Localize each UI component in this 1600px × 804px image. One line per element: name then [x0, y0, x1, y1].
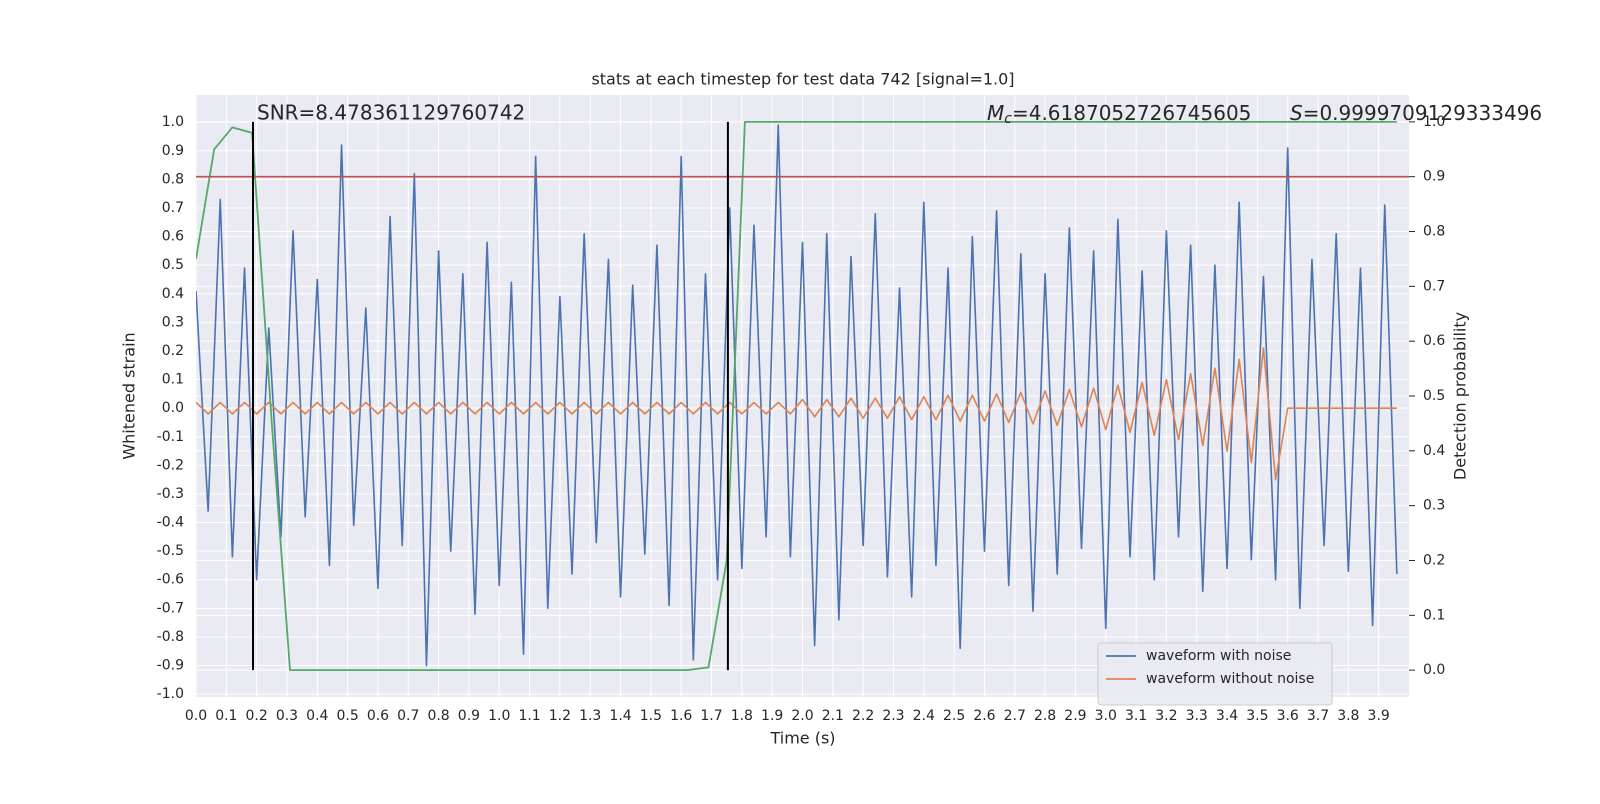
- snr-annotation: SNR=8.478361129760742: [257, 101, 525, 125]
- y-tick-label: -0.7: [157, 600, 184, 616]
- y-tick-label: -0.2: [157, 457, 184, 473]
- x-tick-label: 0.8: [427, 708, 449, 724]
- y2-tick-label: 0.3: [1423, 498, 1445, 514]
- y-tick-label: 0.2: [162, 343, 184, 359]
- s-value: =0.9999709129333496: [1303, 101, 1542, 125]
- x-tick-label: 1.7: [700, 708, 722, 724]
- legend-box: [1097, 642, 1333, 706]
- y-tick-label: -0.3: [157, 486, 184, 502]
- y-tick-label: -1.0: [157, 686, 184, 702]
- x-tick-label: 1.9: [761, 708, 783, 724]
- x-tick-label: 1.4: [609, 708, 631, 724]
- x-tick-label: 0.3: [276, 708, 298, 724]
- y2-tick-label: 1.0: [1423, 114, 1445, 130]
- y2-tick-label: 0.9: [1423, 169, 1445, 185]
- plot-marks: [196, 120, 1409, 672]
- x-tick-label: 3.7: [1307, 708, 1329, 724]
- mc-annotation: Mc=4.6187052726745605: [987, 101, 1251, 128]
- y2-tick-label: 0.7: [1423, 278, 1445, 294]
- legend-label: waveform without noise: [1146, 671, 1314, 687]
- y-axis-label: Whitened strain: [120, 332, 139, 459]
- y2-tick-label: 0.8: [1423, 224, 1445, 240]
- x-tick-label: 1.3: [579, 708, 601, 724]
- x-tick-label: 0.2: [246, 708, 268, 724]
- legend: waveform with noise waveform without nois…: [1097, 642, 1333, 706]
- y2-tick-label: 0.6: [1423, 333, 1445, 349]
- series-line: [196, 124, 1398, 667]
- x-tick-label: 2.9: [1064, 708, 1086, 724]
- ticks: 0.0 0.1 0.2 0.3 0.4 0.5 0.6 0.7 0.8 0.9 1.0 1.1 1.2 1…: [157, 114, 1446, 724]
- y-tick-label: 1.0: [162, 114, 184, 130]
- x-tick-label: 2.7: [1004, 708, 1026, 724]
- y-tick-label: -0.4: [157, 515, 184, 531]
- x-tick-label: 2.6: [973, 708, 995, 724]
- y-tick-label: 0.0: [162, 400, 184, 416]
- x-tick-label: 3.6: [1277, 708, 1299, 724]
- y2-axis-label: Detection probability: [1451, 312, 1470, 480]
- x-tick-label: 2.3: [882, 708, 904, 724]
- s-annotation: S=0.9999709129333496: [1290, 101, 1542, 125]
- x-tick-label: 2.0: [791, 708, 813, 724]
- x-tick-label: 3.4: [1216, 708, 1238, 724]
- y2-tick-label: 0.5: [1423, 388, 1445, 404]
- y-tick-label: 0.5: [162, 257, 184, 273]
- y2-tick-label: 0.0: [1423, 662, 1445, 678]
- x-tick-label: 1.0: [488, 708, 510, 724]
- x-tick-label: 1.5: [640, 708, 662, 724]
- x-tick-label: 0.4: [306, 708, 328, 724]
- series-line: [196, 120, 1397, 672]
- x-tick-label: 3.0: [1095, 708, 1117, 724]
- x-tick-label: 3.1: [1125, 708, 1147, 724]
- x-tick-label: 3.5: [1246, 708, 1268, 724]
- x-tick-label: 1.1: [518, 708, 540, 724]
- x-tick-label: 1.6: [670, 708, 692, 724]
- grid: [195, 95, 1409, 697]
- y-tick-label: 0.8: [162, 171, 184, 187]
- x-tick-label: 2.8: [1034, 708, 1056, 724]
- y2-tick-label: 0.2: [1423, 552, 1445, 568]
- x-tick-label: 2.4: [913, 708, 935, 724]
- legend-label: waveform with noise: [1146, 648, 1291, 664]
- y-tick-label: 0.9: [162, 143, 184, 159]
- y-tick-label: -0.9: [157, 658, 184, 674]
- y-tick-label: -0.5: [157, 543, 184, 559]
- x-tick-label: 0.9: [458, 708, 480, 724]
- y-tick-label: 0.1: [162, 372, 184, 388]
- y-tick-label: 0.3: [162, 314, 184, 330]
- x-tick-label: 0.0: [185, 708, 207, 724]
- y2-tick-label: 0.1: [1423, 607, 1445, 623]
- x-tick-label: 1.2: [549, 708, 571, 724]
- x-tick-label: 1.8: [731, 708, 753, 724]
- x-tick-label: 0.5: [336, 708, 358, 724]
- x-tick-label: 0.7: [397, 708, 419, 724]
- y2-tick-label: 0.4: [1423, 443, 1445, 459]
- x-tick-label: 3.8: [1337, 708, 1359, 724]
- x-tick-label: 2.5: [943, 708, 965, 724]
- s-symbol: S: [1290, 101, 1303, 125]
- x-tick-label: 3.9: [1368, 708, 1390, 724]
- y-tick-label: -0.8: [157, 629, 184, 645]
- x-tick-label: 2.1: [822, 708, 844, 724]
- x-tick-label: 0.6: [367, 708, 389, 724]
- x-axis-label: Time (s): [769, 729, 835, 748]
- mc-value: =4.6187052726745605: [1012, 101, 1251, 125]
- x-tick-label: 0.1: [215, 708, 237, 724]
- x-tick-label: 3.2: [1155, 708, 1177, 724]
- chart-title: stats at each timestep for test data 742…: [591, 70, 1014, 89]
- series-line: [196, 347, 1397, 481]
- x-tick-label: 2.2: [852, 708, 874, 724]
- y-tick-label: 0.7: [162, 200, 184, 216]
- x-tick-label: 3.3: [1186, 708, 1208, 724]
- y-tick-label: 0.4: [162, 286, 184, 302]
- y-tick-label: 0.6: [162, 229, 184, 245]
- y-tick-label: -0.1: [157, 429, 184, 445]
- mc-symbol: M: [987, 101, 1004, 125]
- y-tick-label: -0.6: [157, 572, 184, 588]
- mc-subscript: c: [1004, 111, 1012, 127]
